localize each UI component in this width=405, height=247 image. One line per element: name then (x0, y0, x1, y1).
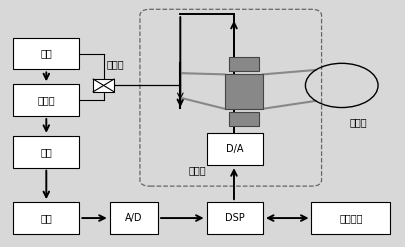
Text: 探测器: 探测器 (37, 95, 55, 105)
Text: 耦合器: 耦合器 (107, 59, 124, 69)
Text: 前放: 前放 (40, 147, 52, 157)
FancyBboxPatch shape (229, 57, 259, 71)
FancyBboxPatch shape (207, 133, 263, 165)
Text: D/A: D/A (226, 144, 243, 154)
Text: 调制器: 调制器 (188, 165, 206, 175)
FancyBboxPatch shape (13, 84, 79, 116)
Text: 通讯接口: 通讯接口 (339, 213, 362, 223)
FancyBboxPatch shape (13, 136, 79, 168)
FancyBboxPatch shape (93, 79, 114, 92)
FancyBboxPatch shape (110, 202, 158, 234)
FancyBboxPatch shape (13, 38, 79, 69)
FancyBboxPatch shape (207, 202, 263, 234)
FancyBboxPatch shape (225, 74, 263, 109)
Text: DSP: DSP (225, 213, 245, 223)
Text: 光纤环: 光纤环 (350, 117, 367, 127)
Text: A/D: A/D (125, 213, 143, 223)
FancyBboxPatch shape (13, 202, 79, 234)
FancyBboxPatch shape (311, 202, 390, 234)
FancyBboxPatch shape (229, 112, 259, 126)
Text: 滤波: 滤波 (40, 213, 52, 223)
Text: 光源: 光源 (40, 48, 52, 59)
